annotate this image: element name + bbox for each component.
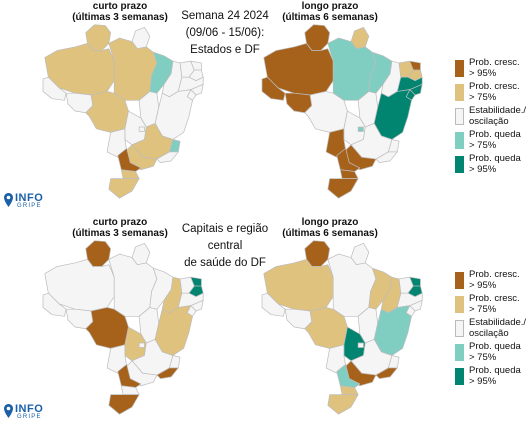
state-df (357, 126, 364, 132)
legend-item-down95: Prob. queda > 95% (455, 153, 530, 177)
state-ma (368, 51, 393, 94)
state-ma (149, 51, 174, 94)
state-rs (327, 394, 359, 415)
legend-swatch (455, 108, 464, 125)
state-ac (42, 292, 67, 317)
legend-bottom: Prob. cresc. > 95% Prob. cresc. > 75% Es… (455, 269, 530, 389)
state-ma (368, 267, 393, 310)
week-title: Semana 24 2024 (09/06 - 15/06): Estados … (181, 10, 269, 56)
panel-title-top-right: longo prazo (últimas 6 semanas) (282, 1, 378, 23)
map-states-short-term (42, 24, 204, 199)
legend-item-up95: Prob. cresc. > 95% (455, 57, 530, 81)
state-rj (375, 367, 398, 379)
state-df (138, 342, 145, 348)
legend-swatch (455, 368, 464, 385)
panel-title-top-left: curto prazo (últimas 3 semanas) (72, 1, 168, 23)
map-capitals-long-term (261, 240, 423, 415)
legend-swatch (455, 132, 464, 149)
state-ac (261, 292, 286, 317)
state-ba (154, 89, 193, 140)
state-ac (261, 76, 286, 101)
state-ac (42, 76, 67, 101)
state-df (138, 126, 145, 132)
infogripe-logo-bottom: INFO GRIPE (2, 403, 52, 423)
legend-swatch (455, 60, 464, 77)
legend-swatch (455, 320, 464, 337)
state-rs (327, 178, 359, 199)
infogripe-logo-top: INFO GRIPE (2, 192, 52, 212)
legend-item-down75: Prob. queda > 75% (455, 129, 530, 153)
map-pin-icon (4, 193, 13, 207)
state-ba (373, 305, 412, 356)
legend-swatch (455, 156, 464, 173)
state-rj (156, 367, 179, 379)
legend-item-stable: Estabilidade./ oscilação (455, 105, 530, 129)
legend-item-down95: Prob. queda > 95% (455, 365, 530, 389)
legend-item-down75: Prob. queda > 75% (455, 341, 530, 365)
legend-swatch (455, 272, 464, 289)
legend-swatch (455, 84, 464, 101)
state-rs (108, 178, 140, 199)
legend-item-up95: Prob. cresc. > 95% (455, 269, 530, 293)
legend-swatch (455, 344, 464, 361)
panel-title-bottom-left: curto prazo (últimas 3 semanas) (72, 217, 168, 239)
map-capitals-short-term (42, 240, 204, 415)
state-ma (149, 267, 174, 310)
map-pin-icon (4, 404, 13, 418)
panel-title-bottom-right: longo prazo (últimas 6 semanas) (282, 217, 378, 239)
legend-swatch (455, 296, 464, 313)
state-rs (108, 394, 140, 415)
state-df (357, 342, 364, 348)
legend-top: Prob. cresc. > 95% Prob. cresc. > 75% Es… (455, 57, 530, 177)
legend-item-stable: Estabilidade./ oscilação (455, 317, 530, 341)
capitals-title: Capitais e região central de saúde do DF (181, 223, 269, 269)
legend-item-up75: Prob. cresc. > 75% (455, 81, 530, 105)
state-rj (375, 151, 398, 163)
state-rj (156, 151, 179, 163)
state-ba (154, 305, 193, 356)
map-states-long-term (261, 24, 423, 199)
state-ba (373, 89, 412, 140)
legend-item-up75: Prob. cresc. > 75% (455, 293, 530, 317)
